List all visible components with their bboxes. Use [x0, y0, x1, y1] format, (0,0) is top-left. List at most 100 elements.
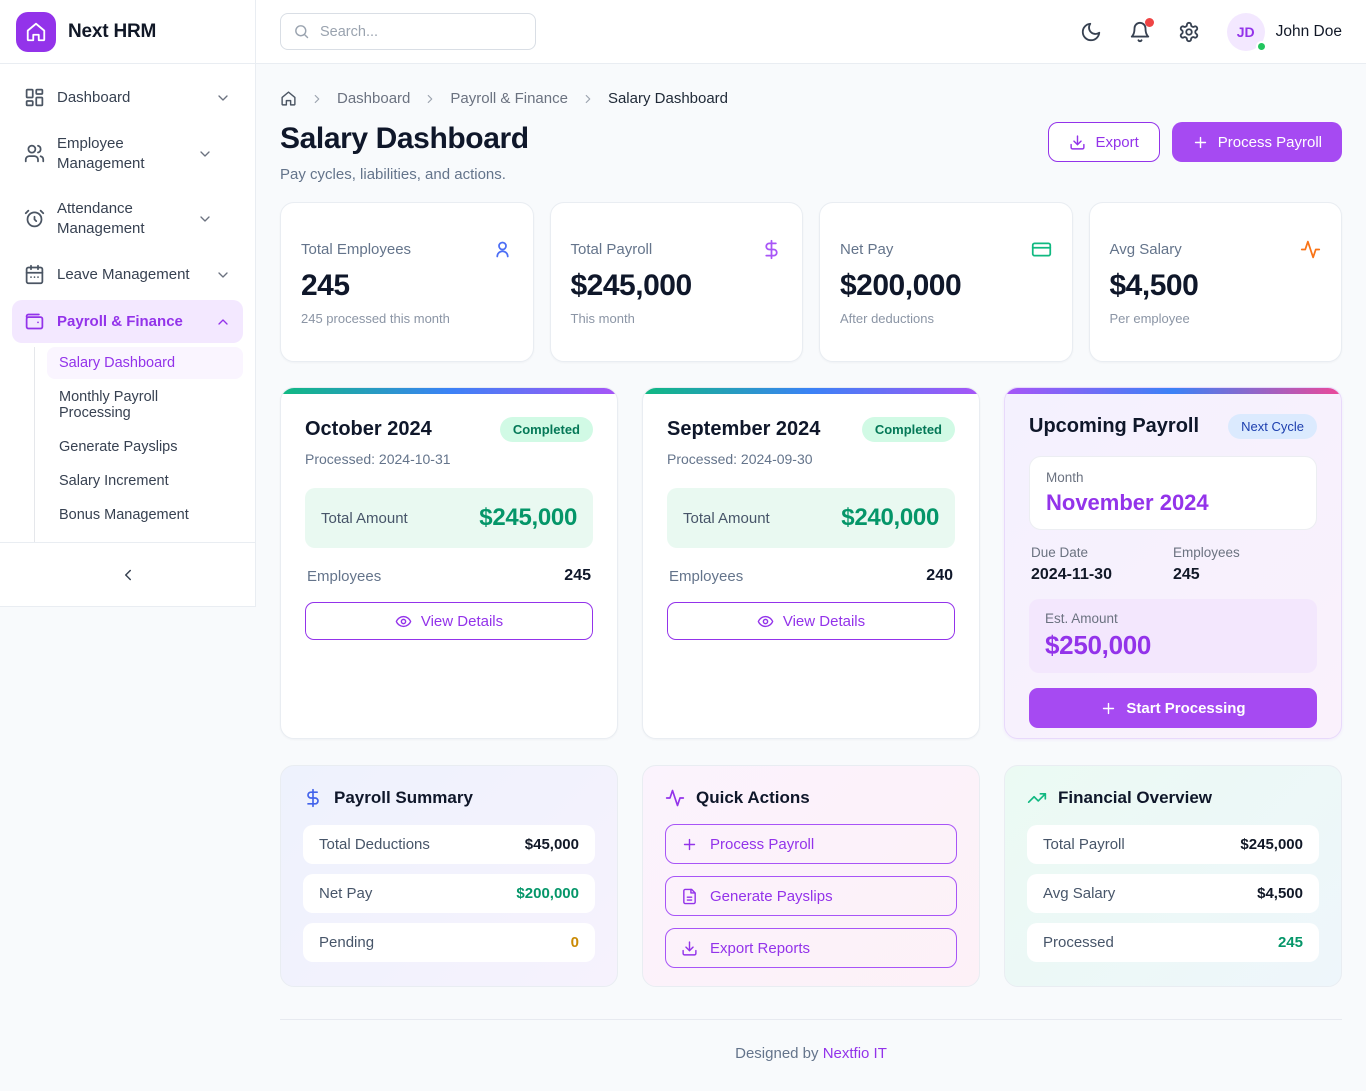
main-content: Dashboard Payroll & Finance Salary Dashb…: [256, 64, 1366, 1090]
sidebar-item-label: Leave Management: [57, 265, 190, 283]
view-details-button[interactable]: View Details: [667, 602, 955, 640]
quick-action-generate-payslips[interactable]: Generate Payslips: [665, 876, 957, 916]
quick-action-label: Export Reports: [710, 939, 811, 957]
page-actions: Export Process Payroll: [1048, 122, 1342, 162]
cycle-processed-date: Processed: 2024-10-31: [305, 451, 451, 467]
quick-action-export-reports[interactable]: Export Reports: [665, 928, 957, 968]
sidebar-item-dashboard[interactable]: Dashboard: [12, 76, 243, 119]
stat-value: $4,500: [1109, 269, 1199, 302]
notifications-button[interactable]: [1129, 17, 1154, 43]
sidebar-collapse-button[interactable]: [110, 557, 146, 593]
employees-value: 245: [1173, 566, 1200, 583]
download-icon: [1069, 134, 1086, 151]
employees-cell: Employees 245: [1173, 545, 1315, 584]
search-icon: [293, 23, 310, 40]
submenu-item-salary-increment[interactable]: Salary Increment: [59, 473, 169, 489]
user-menu[interactable]: JD John Doe: [1226, 12, 1342, 52]
chevron-left-icon: [119, 566, 137, 584]
quick-action-process-payroll[interactable]: Process Payroll: [665, 824, 957, 864]
employees-label: Employees: [669, 567, 744, 585]
view-details-button[interactable]: View Details: [305, 602, 593, 640]
financial-overview-panel: Financial Overview Total Payroll $245,00…: [1004, 765, 1342, 987]
dark-mode-toggle[interactable]: [1080, 21, 1102, 43]
gradient-top-bar: [643, 388, 979, 394]
page-footer: Designed by Nextfio IT: [280, 1019, 1342, 1090]
submenu-item-monthly-payroll-processing[interactable]: Monthly Payroll Processing: [59, 389, 159, 421]
sidebar-item-employee-management[interactable]: Employee Management: [12, 123, 243, 184]
submenu-item-bonus-management[interactable]: Bonus Management: [59, 507, 189, 523]
home-icon: [25, 21, 47, 43]
row-value: $45,000: [524, 836, 579, 853]
submenu-item-generate-payslips[interactable]: Generate Payslips: [59, 439, 178, 455]
bell-icon: [1129, 21, 1151, 43]
sidebar: Next HRM Dashboard Employee Management: [0, 0, 256, 607]
stat-value: 245: [301, 269, 350, 302]
total-amount-value: $245,000: [479, 504, 577, 531]
avatar: JD: [1226, 12, 1267, 52]
footer-text: Designed by: [735, 1045, 823, 1062]
chevron-down-icon: [215, 90, 231, 106]
upcoming-payroll-card: Upcoming Payroll Next Cycle Month Novemb…: [1004, 387, 1342, 739]
sidebar-menu: Dashboard Employee Management Attendance…: [0, 64, 255, 543]
page-header: Salary Dashboard Pay cycles, liabilities…: [280, 122, 1342, 183]
quick-action-label: Generate Payslips: [710, 887, 833, 905]
sidebar-item-label: Payroll & Finance: [57, 312, 183, 330]
dollar-icon: [761, 239, 782, 260]
quick-actions-panel: Quick Actions Process Payroll Generate P…: [642, 765, 980, 987]
breadcrumb: Dashboard Payroll & Finance Salary Dashb…: [280, 90, 1342, 107]
footer-link[interactable]: Nextfio IT: [822, 1045, 887, 1062]
total-amount-label: Total Amount: [683, 509, 770, 527]
calendar-icon: [24, 264, 45, 285]
stat-card-avg-salary: Avg Salary $4,500 Per employee: [1088, 202, 1342, 362]
search-input[interactable]: [320, 23, 523, 40]
cycle-month: September 2024: [667, 418, 821, 440]
users-icon: [24, 143, 45, 164]
payroll-submenu: Salary Dashboard Monthly Payroll Process…: [34, 347, 243, 543]
process-payroll-button[interactable]: Process Payroll: [1171, 122, 1342, 162]
trending-up-icon: [1027, 788, 1047, 808]
plus-icon: [1100, 700, 1117, 717]
sidebar-item-payroll-finance[interactable]: Payroll & Finance: [12, 300, 243, 343]
breadcrumb-current: Salary Dashboard: [607, 90, 729, 107]
payroll-cycles-row: October 2024 Completed Processed: 2024-1…: [280, 387, 1342, 739]
export-button-label: Export: [1095, 133, 1139, 151]
breadcrumb-home-icon[interactable]: [280, 90, 297, 107]
cycle-processed-date: Processed: 2024-09-30: [667, 451, 813, 467]
employees-value: 245: [564, 567, 591, 584]
alarm-clock-icon: [24, 208, 45, 229]
brand: Next HRM: [0, 0, 255, 64]
row-label: Processed: [1043, 934, 1114, 951]
stat-subtext: After deductions: [840, 311, 934, 326]
plus-icon: [1192, 134, 1209, 151]
breadcrumb-payroll-finance[interactable]: Payroll & Finance: [450, 90, 568, 107]
month-value: November 2024: [1046, 490, 1209, 515]
brand-logo[interactable]: [16, 11, 56, 52]
row-label: Avg Salary: [1043, 885, 1116, 902]
summary-row-total-deductions: Total Deductions $45,000: [303, 825, 595, 864]
online-status-dot: [1255, 40, 1267, 52]
status-badge: Completed: [861, 417, 955, 442]
settings-button[interactable]: [1178, 21, 1200, 43]
submenu-item-salary-dashboard[interactable]: Salary Dashboard: [47, 347, 243, 379]
start-processing-button[interactable]: Start Processing: [1029, 688, 1317, 728]
breadcrumb-dashboard[interactable]: Dashboard: [337, 90, 411, 107]
gear-icon: [1178, 21, 1200, 43]
export-button[interactable]: Export: [1048, 122, 1160, 162]
stat-label: Net Pay: [840, 241, 894, 258]
chevron-up-icon: [215, 314, 231, 330]
sidebar-item-leave-management[interactable]: Leave Management: [12, 253, 243, 296]
upcoming-title: Upcoming Payroll: [1029, 415, 1200, 437]
row-label: Net Pay: [319, 885, 373, 902]
user-icon: [492, 239, 513, 260]
panel-title: Payroll Summary: [334, 788, 473, 807]
eye-icon: [757, 613, 774, 630]
row-label: Pending: [319, 934, 375, 951]
search-box[interactable]: [280, 13, 536, 50]
stat-card-net-pay: Net Pay $200,000 After deductions: [819, 202, 1073, 362]
chevron-down-icon: [197, 146, 213, 162]
eye-icon: [395, 613, 412, 630]
process-payroll-button-label: Process Payroll: [1217, 133, 1322, 151]
sidebar-item-attendance-management[interactable]: Attendance Management: [12, 188, 243, 249]
view-details-label: View Details: [420, 612, 504, 630]
stat-value: $200,000: [840, 269, 962, 302]
